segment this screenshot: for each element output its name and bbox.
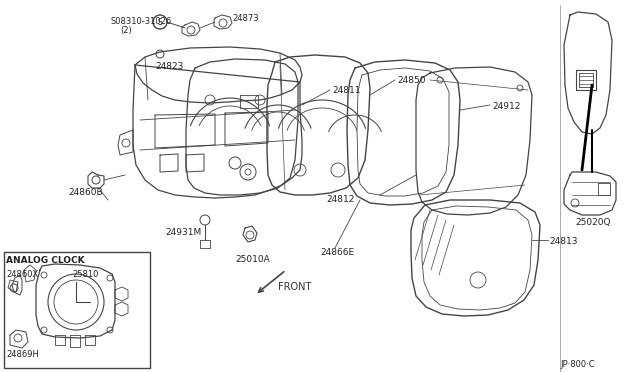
Text: ANALOG CLOCK: ANALOG CLOCK — [6, 256, 84, 265]
Text: S: S — [157, 17, 162, 26]
Text: 24860B: 24860B — [68, 188, 102, 197]
Text: 24869H: 24869H — [6, 350, 39, 359]
Text: 24860X: 24860X — [6, 270, 38, 279]
Text: 25020Q: 25020Q — [575, 218, 611, 227]
Text: 25010A: 25010A — [235, 255, 269, 264]
Text: JP·800·C: JP·800·C — [560, 360, 595, 369]
Text: 24866E: 24866E — [320, 248, 354, 257]
Text: 24811: 24811 — [332, 86, 360, 95]
Text: 24850: 24850 — [397, 76, 426, 85]
Text: 24931M: 24931M — [165, 228, 201, 237]
Text: FRONT: FRONT — [278, 282, 312, 292]
Text: (2): (2) — [120, 26, 132, 35]
Text: 24873: 24873 — [232, 14, 259, 23]
Text: 24912: 24912 — [492, 102, 520, 111]
Text: 25810: 25810 — [72, 270, 99, 279]
Text: 24813: 24813 — [549, 237, 577, 246]
Text: S08310-31026: S08310-31026 — [110, 17, 172, 26]
Text: 24812: 24812 — [326, 195, 355, 204]
Text: 24823: 24823 — [155, 62, 184, 71]
